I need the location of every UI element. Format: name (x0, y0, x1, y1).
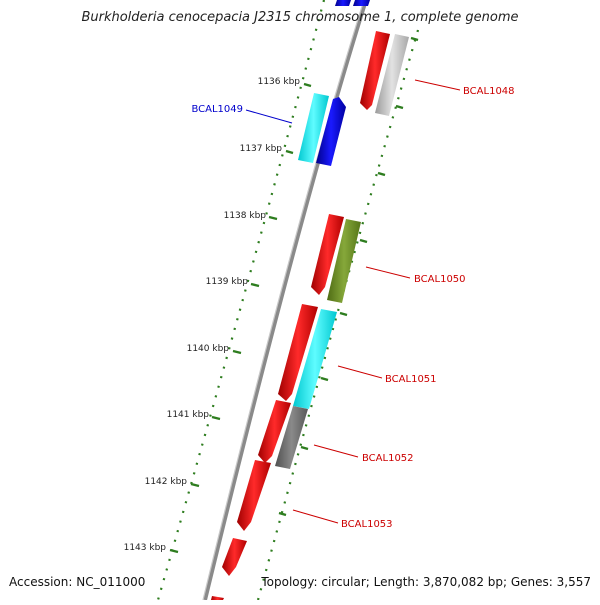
gene-label-bcal1052[interactable]: BCAL1052 (362, 453, 414, 464)
gene-label-bcal1051[interactable]: BCAL1051 (385, 374, 437, 385)
leader-line-bcal1052 (313, 444, 359, 458)
gene-feature[interactable] (275, 406, 308, 469)
leader-line-bcal1048 (414, 79, 461, 91)
scale-label: 1139 kbp (206, 277, 249, 287)
leader-line-bcal1053 (292, 509, 339, 524)
gene-feature[interactable] (237, 460, 271, 531)
gene-feature[interactable] (258, 400, 291, 463)
inner-major-ticks (169, 82, 312, 554)
chromosome-backbone (203, 0, 368, 601)
gene-label-bcal1048[interactable]: BCAL1048 (463, 86, 515, 97)
gene-labels: BCAL1048 BCAL1049 BCAL1050 BCAL1051 BCAL… (191, 86, 514, 530)
scale-label: 1138 kbp (224, 211, 267, 221)
gene-feature[interactable] (298, 93, 329, 163)
scale-labels: 1136 kbp 1137 kbp 1138 kbp 1139 kbp 1140… (124, 77, 301, 553)
scale-label: 1142 kbp (145, 477, 188, 487)
gene-feature[interactable] (211, 596, 224, 600)
leader-line-bcal1049 (245, 109, 293, 124)
gene-features (211, 0, 409, 600)
gene-feature[interactable] (375, 34, 409, 116)
accession-text: Accession: NC_011000 (9, 575, 146, 589)
gene-feature[interactable] (311, 214, 344, 295)
chromosome-backbone-highlight (202, 0, 365, 601)
gene-feature[interactable] (293, 309, 337, 409)
genome-summary-text: Topology: circular; Length: 3,870,082 bp… (261, 575, 591, 589)
scale-label: 1136 kbp (258, 77, 301, 87)
gene-label-bcal1053[interactable]: BCAL1053 (341, 519, 393, 530)
gene-label-bcal1050[interactable]: BCAL1050 (414, 274, 466, 285)
gene-feature[interactable] (360, 31, 390, 110)
scale-label: 1137 kbp (240, 144, 283, 154)
gene-leader-lines (245, 79, 461, 524)
leader-line-bcal1050 (365, 266, 411, 279)
scale-label: 1143 kbp (124, 543, 167, 553)
inner-scale-ring (156, 0, 326, 601)
gene-feature[interactable] (335, 0, 351, 6)
scale-label: 1141 kbp (167, 410, 210, 420)
gene-feature[interactable] (222, 538, 247, 576)
gene-label-bcal1049[interactable]: BCAL1049 (191, 104, 243, 115)
leader-line-bcal1051 (337, 365, 383, 379)
scale-label: 1140 kbp (187, 344, 230, 354)
gene-feature[interactable] (278, 304, 318, 401)
gene-feature[interactable] (353, 0, 370, 6)
gene-feature[interactable] (316, 97, 346, 166)
gene-feature[interactable] (327, 219, 361, 303)
outer-major-ticks (278, 36, 419, 517)
map-title: Burkholderia cenocepacia J2315 chromosom… (81, 10, 519, 25)
